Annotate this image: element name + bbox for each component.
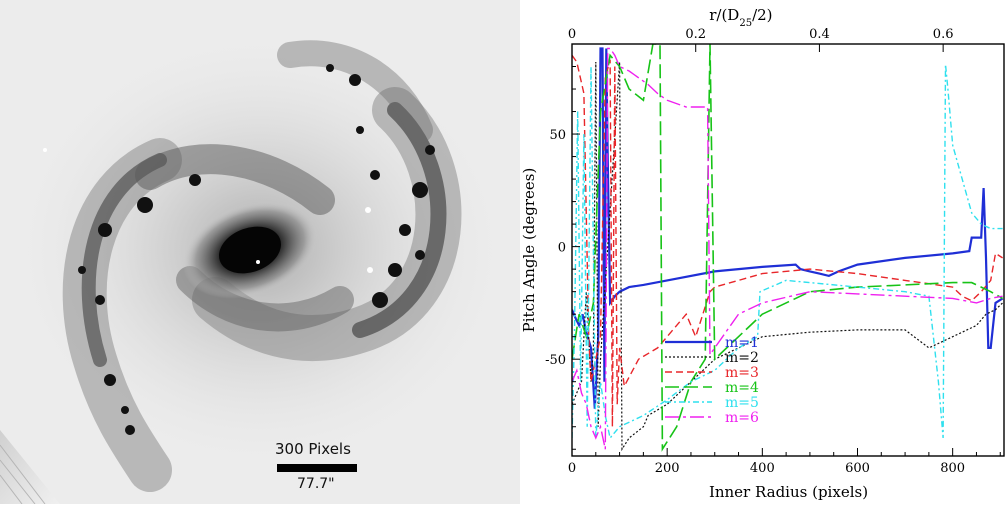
y-axis-title: Pitch Angle (degrees) [520,168,538,333]
legend-label: m=6 [725,410,759,426]
scale-bar [277,464,357,472]
series-line-m2 [572,61,1004,452]
x-tick-label: 0 [568,461,576,476]
series-line-m6 [572,47,1003,450]
legend-label: m=4 [725,380,759,396]
x-tick-label: 200 [655,461,680,476]
legend-label: m=1 [725,335,759,351]
plot-frame [571,43,1005,457]
spiral-arm-east-dust [352,102,447,338]
x-tick-label: 600 [845,461,870,476]
y-tick-label: 50 [549,128,566,143]
legend: m=1m=2m=3m=4m=5m=6 [665,335,759,426]
top-axis-title: r/(D25/2) [709,6,772,29]
star-forming-knots [78,64,435,435]
top-tick-label: 0.4 [809,27,830,42]
top-tick-label: 0 [568,27,576,42]
legend-label: m=5 [725,395,759,411]
image-corner-artifact [0,430,60,504]
series-line-m1 [572,47,1004,409]
axis-tick-labels: 0 200 400 600 800 -50 0 50 0 0.2 0.4 0.6 [545,27,965,476]
series-line-m5 [572,64,1003,440]
scale-bar-label-arcsec: 77.7" [297,476,335,492]
inner-arm-north [135,144,335,215]
x-tick-label: 400 [750,461,775,476]
axis-ticks [571,43,1001,456]
arm-north-tip [277,40,433,143]
scale-bar-label-pixels: 300 Pixels [275,440,351,458]
galaxy-image-panel: 300 Pixels 77.7" [0,0,520,504]
plot-content [572,44,1004,452]
y-tick-label: -50 [545,353,566,368]
x-tick-label: 800 [940,461,965,476]
pitch-angle-chart: 0 200 400 600 800 -50 0 50 0 0.2 0.4 0.6 Inner Radi… [520,6,1005,501]
series-line-m3 [572,54,1003,427]
legend-label: m=3 [725,365,759,381]
pitch-angle-chart-panel: 0 200 400 600 800 -50 0 50 0 0.2 0.4 0.6 Inner Radi… [520,0,1005,504]
top-tick-label: 0.2 [685,27,706,42]
foreground-stars [43,148,373,273]
top-tick-label: 0.6 [933,27,954,42]
series-line-m4 [572,44,1003,452]
galaxy-nucleus [219,226,281,274]
y-tick-label: 0 [558,241,566,256]
x-axis-title: Inner Radius (pixels) [709,483,868,501]
legend-label: m=2 [725,350,759,366]
galaxy-image [0,30,510,504]
image-corner-stripes [0,444,46,504]
